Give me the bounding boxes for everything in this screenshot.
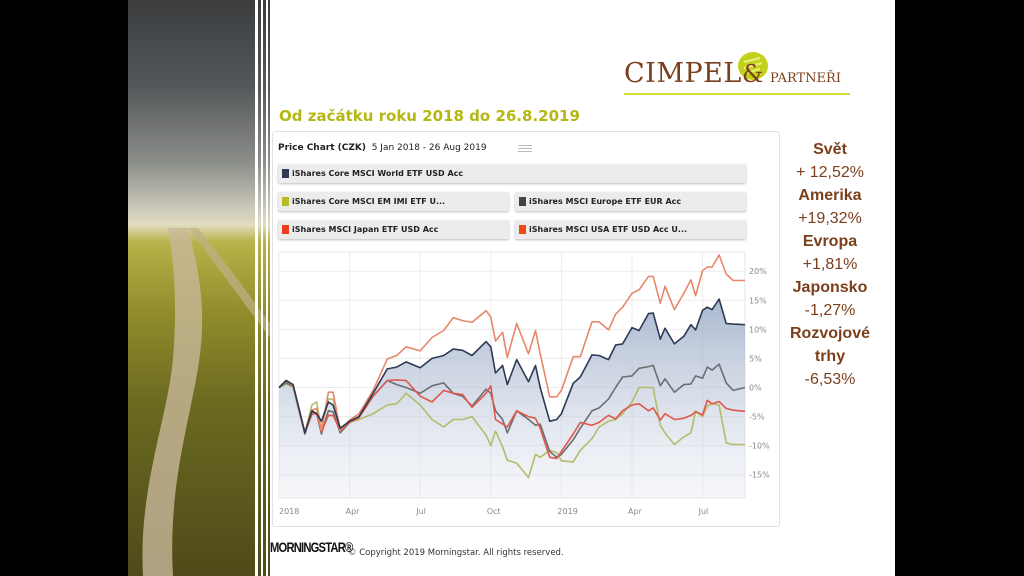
legend-swatch bbox=[282, 169, 289, 178]
region-value: +1,81% bbox=[802, 256, 858, 273]
legend-label: iShares MSCI Japan ETF USD Acc bbox=[292, 225, 439, 234]
region-label: Japonsko bbox=[792, 279, 868, 296]
menu-icon[interactable] bbox=[518, 145, 532, 152]
region-value: + 12,52% bbox=[795, 164, 865, 181]
y-tick-label: 5% bbox=[749, 354, 762, 363]
legend-swatch bbox=[519, 225, 526, 234]
legend-label: iShares Core MSCI EM IMI ETF U... bbox=[292, 197, 446, 206]
y-tick-label: 20% bbox=[749, 267, 767, 276]
price-chart: 20% 15% 10% 5% 0% -5% -10% -15% 2018 Apr Jul Oct 201… bbox=[278, 251, 770, 516]
decorative-line bbox=[255, 0, 258, 576]
x-tick-label: Jul bbox=[415, 507, 426, 516]
returns-summary: Svět + 12,52% Amerika +19,32% Evropa +1,… bbox=[782, 138, 878, 391]
dirt-road-image bbox=[142, 228, 270, 576]
logo-sub: PARTNEŘI bbox=[770, 71, 841, 86]
logo-underline bbox=[624, 93, 850, 95]
decorative-line bbox=[266, 0, 268, 576]
series-line bbox=[278, 363, 746, 459]
region-value: +19,32% bbox=[798, 210, 862, 227]
chart-date-range: 5 Jan 2018 - 26 Aug 2019 bbox=[371, 143, 487, 153]
x-tick-label: 2019 bbox=[557, 507, 577, 516]
slide-heading: Od začátku roku 2018 do 26.8.2019 bbox=[279, 107, 580, 125]
region-label: Evropa bbox=[802, 233, 858, 250]
series-area bbox=[279, 299, 745, 498]
y-tick-label: -5% bbox=[749, 413, 765, 422]
legend-item-europe[interactable]: iShares MSCI Europe ETF EUR Acc bbox=[515, 192, 746, 211]
y-tick-label: -15% bbox=[749, 471, 770, 480]
tree-blob-icon bbox=[738, 52, 768, 80]
x-tick-label: Jul bbox=[698, 507, 709, 516]
chart-title: Price Chart (CZK) 5 Jan 2018 - 26 Aug 20… bbox=[278, 143, 487, 153]
y-tick-label: 0% bbox=[749, 384, 762, 393]
legend-swatch bbox=[282, 197, 289, 206]
region-value: -6,53% bbox=[804, 371, 856, 388]
x-tick-label: Oct bbox=[487, 507, 501, 516]
legend-swatch bbox=[519, 197, 526, 206]
region-label: Amerika bbox=[798, 187, 862, 204]
background-photo bbox=[128, 0, 270, 576]
logo-main: CIMPEL bbox=[624, 58, 742, 89]
legend-swatch bbox=[282, 225, 289, 234]
legend-item-em[interactable]: iShares Core MSCI EM IMI ETF U... bbox=[278, 192, 509, 211]
x-tick-label: 2018 bbox=[279, 507, 299, 516]
legend-label: iShares Core MSCI World ETF USD Acc bbox=[292, 169, 464, 178]
logo-amp: & bbox=[742, 60, 764, 88]
region-value: -1,27% bbox=[804, 302, 856, 319]
chart-title-text: Price Chart (CZK) bbox=[278, 143, 366, 153]
y-tick-label: 15% bbox=[749, 296, 767, 305]
y-tick-label: -10% bbox=[749, 442, 770, 451]
cimpel-partneri-logo: CIMPEL & PARTNEŘI bbox=[624, 52, 850, 96]
region-label: Svět bbox=[813, 141, 847, 158]
x-tick-label: Apr bbox=[628, 507, 643, 516]
series-line bbox=[278, 298, 746, 434]
region-label: Rozvojové trhy bbox=[789, 325, 870, 365]
morningstar-logo: MORNINGSTAR® bbox=[270, 539, 353, 555]
legend-label: iShares MSCI USA ETF USD Acc U... bbox=[529, 225, 688, 234]
y-tick-label: 10% bbox=[749, 325, 767, 334]
decorative-line bbox=[261, 0, 263, 576]
legend-item-world[interactable]: iShares Core MSCI World ETF USD Acc bbox=[278, 164, 746, 183]
legend-label: iShares MSCI Europe ETF EUR Acc bbox=[529, 197, 682, 206]
copyright-text: © Copyright 2019 Morningstar. All rights… bbox=[348, 548, 564, 558]
legend-item-usa[interactable]: iShares MSCI USA ETF USD Acc U... bbox=[515, 220, 746, 239]
legend-item-japan[interactable]: iShares MSCI Japan ETF USD Acc bbox=[278, 220, 509, 239]
x-tick-label: Apr bbox=[346, 507, 361, 516]
